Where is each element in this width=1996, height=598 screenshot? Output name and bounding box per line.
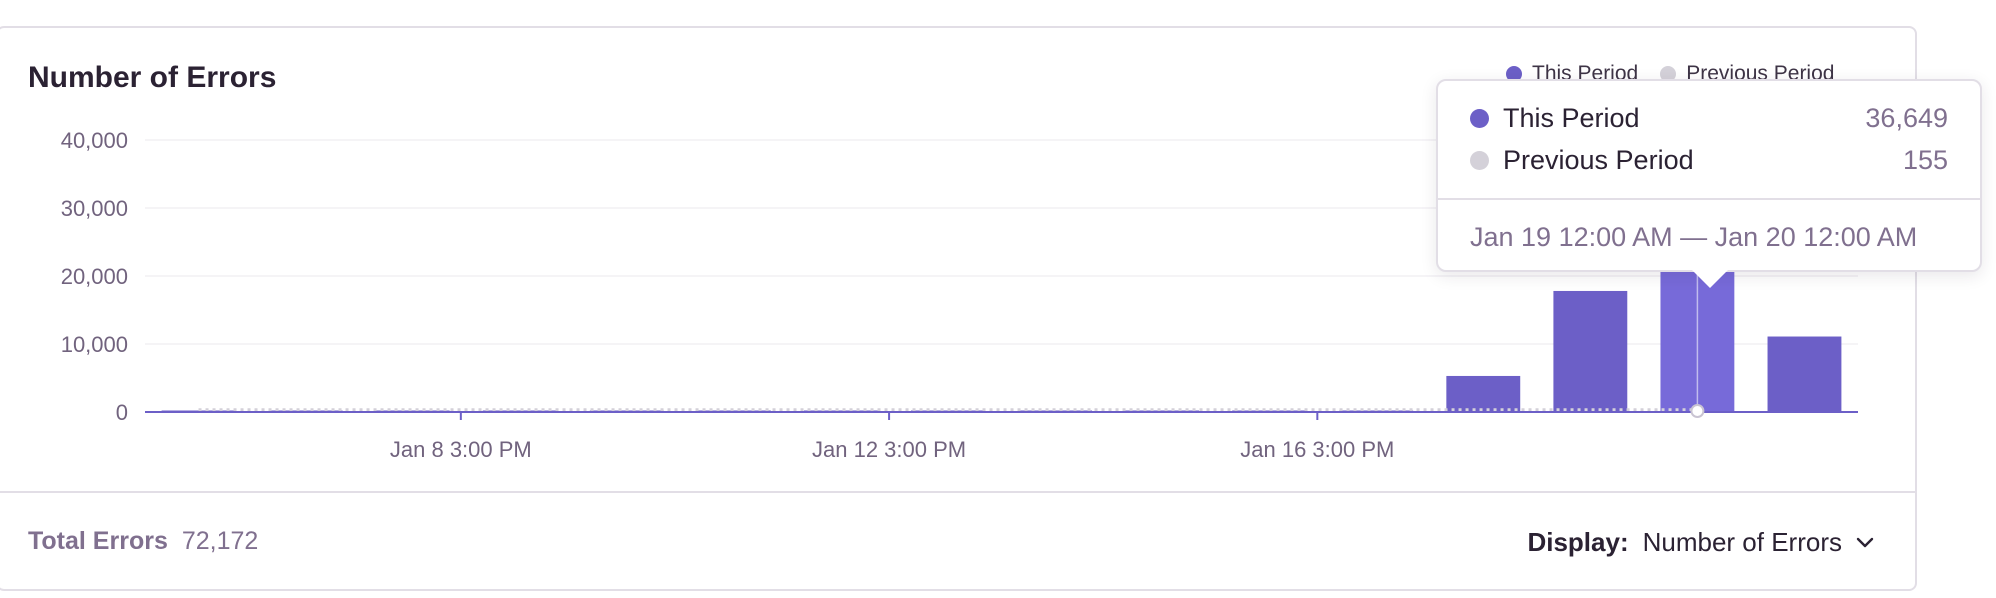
y-tick-label: 20,000: [61, 264, 128, 289]
tooltip-dot-this-period: [1470, 109, 1489, 128]
display-label: Display:: [1527, 527, 1629, 557]
total-errors-label: Total Errors: [28, 527, 168, 555]
tooltip-value-this-period: 36,649: [1865, 103, 1948, 133]
tooltip-date-range: Jan 19 12:00 AM — Jan 20 12:00 AM: [1470, 222, 1918, 252]
display-value: Number of Errors: [1642, 527, 1842, 557]
y-tick-label: 0: [116, 400, 128, 425]
y-tick-label: 10,000: [61, 332, 128, 357]
bar: [1767, 336, 1842, 412]
tooltip-row-previous-period: Previous Period 155: [1470, 145, 1948, 176]
tooltip-value-previous-period: 155: [1902, 145, 1948, 175]
display-selector[interactable]: Display: Number of Errors: [1527, 527, 1874, 558]
footer-divider: [0, 491, 1917, 493]
tooltip-row-this-period: This Period 36,649: [1470, 103, 1948, 134]
y-tick-label: 30,000: [61, 196, 128, 221]
total-errors: Total Errors 72,172: [28, 527, 258, 556]
x-tick-label: Jan 8 3:00 PM: [390, 437, 532, 462]
tooltip-label-this-period: This Period: [1503, 103, 1640, 133]
tooltip-divider: [1438, 198, 1980, 200]
chart-tooltip: This Period 36,649 Previous Period 155 J…: [1436, 79, 1982, 288]
legend-dot-this-period: [1506, 66, 1522, 82]
y-tick-label: 40,000: [61, 128, 128, 153]
tooltip-dot-previous-period: [1470, 151, 1489, 170]
bar: [1446, 375, 1521, 412]
chevron-down-icon: [1856, 537, 1874, 547]
chart-title: Number of Errors: [28, 61, 277, 94]
bar: [1553, 290, 1628, 412]
legend-dot-previous-period: [1660, 66, 1677, 82]
x-tick-label: Jan 12 3:00 PM: [812, 437, 966, 462]
hover-point: [1690, 404, 1705, 418]
tooltip-arrow: [1692, 270, 1728, 288]
tooltip-label-previous-period: Previous Period: [1503, 145, 1694, 175]
x-tick-label: Jan 16 3:00 PM: [1240, 437, 1394, 462]
total-errors-value: 72,172: [181, 527, 259, 555]
